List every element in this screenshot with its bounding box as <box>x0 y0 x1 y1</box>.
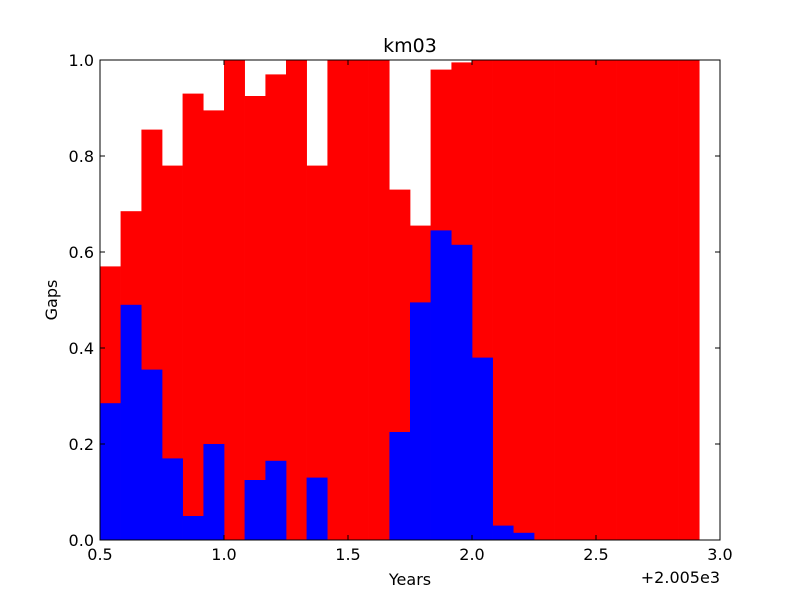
y-tick-label-1: 0.2 <box>69 435 94 454</box>
bar-s1-2 <box>141 369 163 540</box>
x-tick-label-5: 3.0 <box>707 545 732 564</box>
bar-s0-6 <box>224 60 245 540</box>
x-tick-label-4: 2.5 <box>583 545 608 564</box>
x-tick-label-1: 1.0 <box>211 545 236 564</box>
bar-s0-8 <box>265 74 287 541</box>
bar-s0-9 <box>286 60 307 540</box>
y-tick-label-2: 0.4 <box>69 339 94 358</box>
bar-s0-24 <box>596 60 617 540</box>
ticks-group: 0.5 1.0 1.5 2.0 2.5 3.0 0.0 0.2 0.4 0.6 0.8 1.0 <box>69 51 733 564</box>
y-tick-label-5: 1.0 <box>69 51 94 70</box>
bar-s0-21 <box>534 60 555 540</box>
x-tick-label-2: 1.5 <box>335 545 360 564</box>
y-tick-label-0: 0.0 <box>69 531 94 550</box>
bar-s0-10 <box>306 165 328 540</box>
bar-s1-17 <box>451 244 473 541</box>
bar-s0-12 <box>348 60 369 540</box>
bar-s1-10 <box>306 477 328 540</box>
bar-s1-3 <box>162 458 183 540</box>
bar-s0-22 <box>554 60 576 540</box>
y-tick-label-3: 0.6 <box>69 243 94 262</box>
bar-s1-20 <box>513 532 535 540</box>
bar-s0-7 <box>244 96 266 540</box>
bar-s0-27 <box>658 60 679 540</box>
bar-s1-15 <box>410 302 431 540</box>
y-axis-label: Gaps <box>42 280 61 321</box>
bar-s1-14 <box>389 432 411 540</box>
chart-title: km03 <box>383 35 437 57</box>
bar-s1-4 <box>182 516 204 540</box>
y-tick-label-4: 0.8 <box>69 147 94 166</box>
bar-s0-11 <box>327 60 349 540</box>
bars-group <box>100 60 700 541</box>
bar-s0-5 <box>203 110 225 541</box>
x-axis-label: Years <box>388 570 431 589</box>
bar-s0-26 <box>637 60 659 540</box>
plot-frame <box>99 59 721 541</box>
bar-s0-19 <box>492 60 514 540</box>
bar-s1-18 <box>472 357 493 540</box>
bar-s1-0 <box>100 403 121 540</box>
bar-s0-4 <box>182 93 204 540</box>
bar-s0-13 <box>368 60 390 540</box>
bar-s0-3 <box>162 165 183 540</box>
bar-s0-28 <box>678 60 700 540</box>
bar-s1-16 <box>430 230 452 540</box>
bar-s1-7 <box>244 480 266 540</box>
bar-s1-8 <box>265 460 287 540</box>
x-tick-label-0: 0.5 <box>87 545 112 564</box>
bar-s1-19 <box>492 525 514 540</box>
x-offset-label: +2.005e3 <box>641 568 720 587</box>
bar-s1-5 <box>203 444 225 540</box>
bar-s0-25 <box>616 60 638 540</box>
bar-s0-23 <box>575 60 597 540</box>
bar-s1-1 <box>120 304 142 540</box>
x-tick-label-3: 2.0 <box>459 545 484 564</box>
bar-s0-20 <box>513 60 535 540</box>
